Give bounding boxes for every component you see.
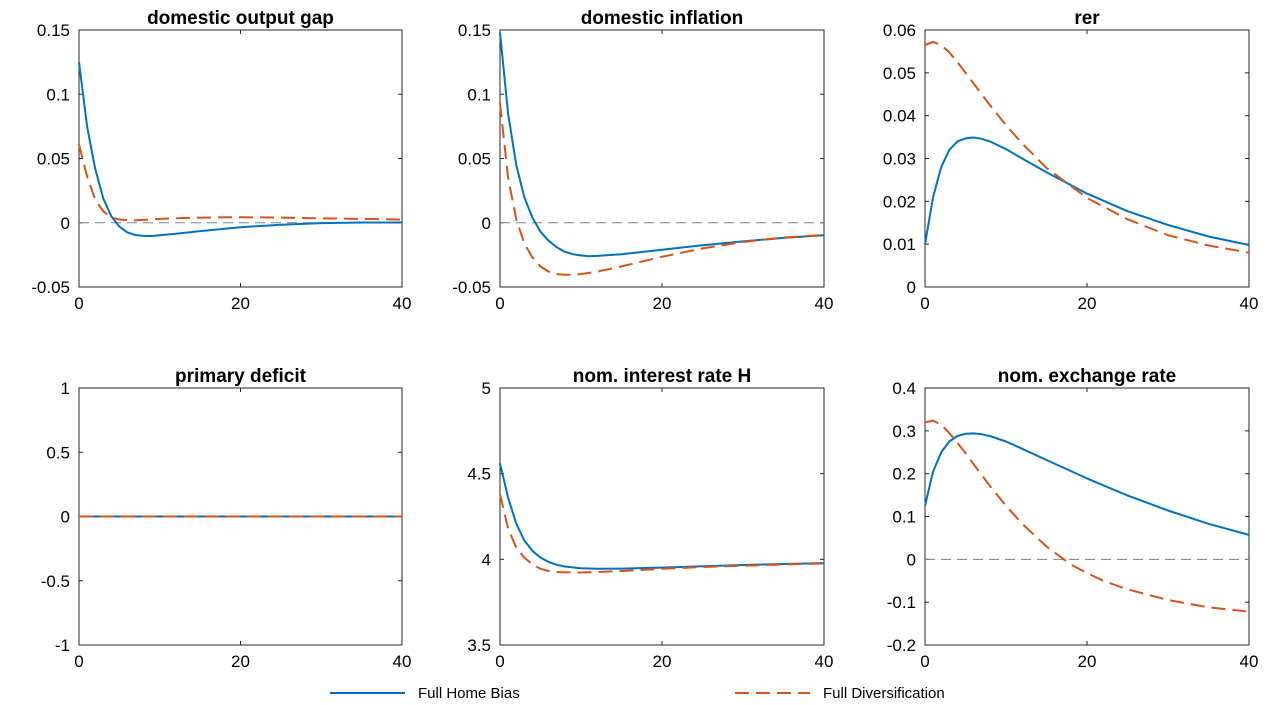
x-tick-label: 20 [231, 294, 250, 313]
y-tick-label: 4 [482, 550, 491, 569]
panel-title: domestic inflation [581, 8, 744, 29]
y-tick-label: 0.2 [892, 465, 916, 484]
panel-title: domestic output gap [147, 8, 334, 29]
panel-nom-interest-rate-h: nom. interest rate H 5 4.5 4 3.50 20 40 [467, 366, 833, 671]
x-tick-label: 40 [1240, 652, 1259, 671]
axes-box [499, 387, 825, 646]
axes-box [924, 29, 1250, 288]
axes-box [78, 29, 403, 288]
y-tick-label: -0.5 [41, 572, 70, 591]
y-tick-label: 0.06 [883, 21, 916, 40]
x-tick-label: 20 [653, 294, 672, 313]
series-line-full-home-bias [924, 136, 1250, 246]
panel-title: nom. exchange rate [998, 366, 1176, 387]
legend-label: Full Diversification [823, 685, 945, 702]
x-tick-label: 40 [815, 652, 834, 671]
x-tick-label: 0 [920, 652, 929, 671]
y-tick-label: 0.04 [883, 107, 916, 126]
series-line-full-diversification [499, 493, 825, 574]
y-tick-label: 0.4 [892, 379, 916, 398]
y-tick-label: 0.05 [883, 64, 916, 83]
legend: Full Home Bias Full Diversification [330, 685, 945, 702]
x-tick-label: 20 [231, 652, 250, 671]
y-tick-label: 0.1 [46, 85, 70, 104]
y-tick-label: 0.02 [883, 192, 916, 211]
panel-title: nom. interest rate H [573, 366, 751, 387]
legend-label: Full Home Bias [418, 685, 520, 702]
x-tick-label: 0 [495, 652, 504, 671]
y-tick-label: -0.05 [452, 278, 491, 297]
panel-nom-exchange-rate: nom. exchange rate0.40.30.20.10-0.1-0.20… [887, 366, 1259, 671]
y-tick-label: -0.1 [887, 593, 916, 612]
y-tick-label: 0 [482, 214, 491, 233]
legend-item-full-home-bias: Full Home Bias [330, 685, 520, 702]
y-tick-label: 0 [907, 278, 916, 297]
y-tick-label: 1 [61, 379, 70, 398]
axes-box [924, 387, 1250, 646]
y-tick-label: -0.2 [887, 636, 916, 655]
panel-title: primary deficit [175, 366, 307, 387]
y-tick-label: 4.5 [467, 465, 491, 484]
y-tick-label: 0.01 [883, 235, 916, 254]
y-tick-label: -1 [55, 636, 70, 655]
legend-item-full-diversification: Full Diversification [735, 685, 945, 702]
y-tick-label: 5 [482, 379, 491, 398]
x-tick-label: 40 [393, 294, 412, 313]
series-line-full-diversification [499, 103, 825, 276]
x-tick-label: 20 [653, 652, 672, 671]
y-tick-label: 0 [61, 508, 70, 527]
series-line-full-home-bias [78, 61, 402, 237]
series-line-full-home-bias [924, 432, 1250, 536]
x-tick-label: 40 [1240, 294, 1259, 313]
y-tick-label: 3.5 [467, 636, 491, 655]
y-tick-label: 0.3 [892, 422, 916, 441]
x-tick-label: 20 [1078, 652, 1097, 671]
x-tick-label: 0 [920, 294, 929, 313]
series-line-full-diversification [924, 41, 1250, 254]
y-tick-label: 0.05 [458, 150, 491, 169]
x-tick-label: 0 [495, 294, 504, 313]
panel-title: rer [1074, 8, 1100, 29]
y-tick-label: 0 [61, 214, 70, 233]
y-tick-label: -0.05 [31, 278, 70, 297]
axes-box [499, 29, 825, 288]
x-tick-label: 0 [74, 294, 83, 313]
y-tick-label: 0.05 [37, 150, 70, 169]
y-tick-label: 0.1 [467, 85, 491, 104]
y-tick-label: 0.03 [883, 150, 916, 169]
y-tick-label: 0.15 [458, 21, 491, 40]
panel-rer: rer 0.06 0.05 0.04 0.03 0.02 0.01 00 20 40 [883, 8, 1259, 313]
y-tick-label: 0.15 [37, 21, 70, 40]
y-tick-label: 0.1 [892, 508, 916, 527]
y-tick-label: 0.5 [46, 443, 70, 462]
y-tick-label: 0 [907, 550, 916, 569]
series-line-full-diversification [924, 419, 1250, 613]
series-line-full-diversification [78, 144, 403, 222]
series-line-full-home-bias [499, 32, 825, 258]
x-tick-label: 0 [74, 652, 83, 671]
x-tick-label: 40 [815, 294, 834, 313]
x-tick-label: 20 [1078, 294, 1097, 313]
x-tick-label: 40 [393, 652, 412, 671]
